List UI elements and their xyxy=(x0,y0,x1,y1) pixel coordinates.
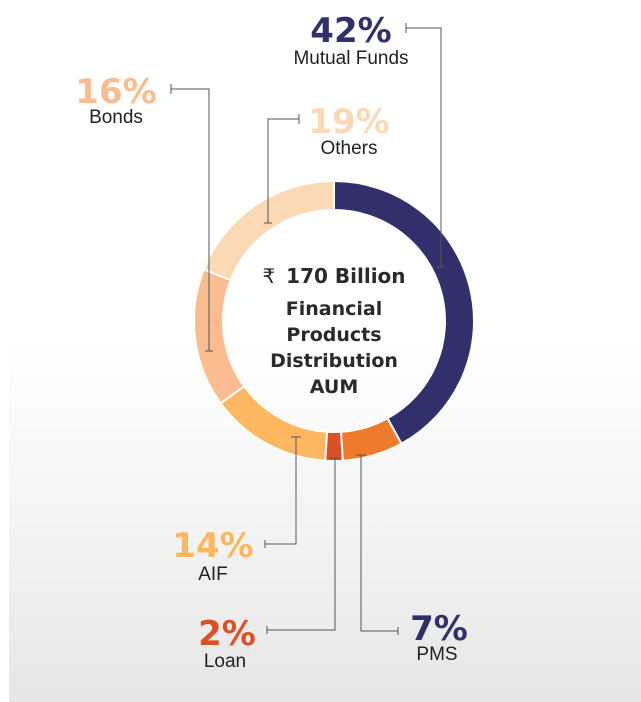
chart-background xyxy=(9,0,641,702)
center-currency: ₹ xyxy=(262,264,275,288)
name-label-others: Others xyxy=(320,138,377,159)
center-line-1: Financial xyxy=(286,298,382,320)
center-label: ₹ 170 Billion Financial Products Distrib… xyxy=(262,264,405,398)
center-line-3: Distribution xyxy=(270,350,398,372)
slice-labels: 42%Mutual Funds 7%PMS 2%Loan 14%AIF 16%Bonds… xyxy=(75,11,468,672)
leader-aif xyxy=(265,437,297,545)
leader-others xyxy=(267,118,299,223)
pct-label-bonds: 16% xyxy=(75,72,156,112)
pct-label-aif: 14% xyxy=(172,526,253,566)
name-label-aif: AIF xyxy=(198,564,228,585)
leader-lines xyxy=(170,23,445,635)
name-label-mutual-funds: Mutual Funds xyxy=(293,48,408,69)
pct-label-loan: 2% xyxy=(198,614,256,654)
slice-loan xyxy=(324,430,344,463)
slice-bonds xyxy=(193,268,246,405)
pct-label-mutual-funds: 42% xyxy=(310,11,391,51)
center-line-2: Products xyxy=(286,324,381,346)
center-amount: 170 Billion xyxy=(286,264,405,288)
name-label-loan: Loan xyxy=(204,651,246,672)
pct-label-others: 19% xyxy=(308,102,389,142)
slice-others xyxy=(202,179,335,282)
leader-mutual-funds xyxy=(406,27,442,267)
leader-loan xyxy=(267,458,336,631)
svg-text:₹ 170 Billion: ₹ 170 Billion xyxy=(262,264,405,288)
leader-bonds xyxy=(171,88,210,351)
leader-pms xyxy=(360,455,398,632)
name-label-pms: PMS xyxy=(416,644,457,665)
pct-label-pms: 7% xyxy=(410,609,468,649)
center-line-4: AUM xyxy=(310,376,358,398)
name-label-bonds: Bonds xyxy=(89,107,143,128)
donut-slices xyxy=(193,179,475,463)
